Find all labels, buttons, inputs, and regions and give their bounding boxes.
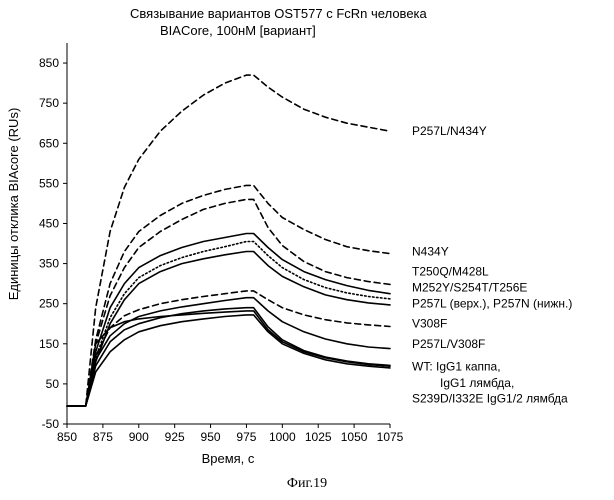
annotations-group: P257L/N434Y N434Y T250Q/M428L M252Y/S254T/T… (412, 124, 572, 405)
series-line (67, 75, 390, 406)
y-tick-label: 650 (39, 136, 59, 150)
y-tick-label: 450 (39, 216, 59, 230)
y-tick-label: 750 (39, 96, 59, 110)
series-annotation: T250Q/M428L (412, 265, 489, 279)
series-annotation: M252Y/S254T/T256E (412, 281, 527, 295)
axes: -50 50 150 250 350 450 550 650 750 850 850 875 900 92… (39, 43, 404, 444)
series-line (67, 185, 390, 406)
y-tick-label: -50 (42, 417, 60, 431)
x-tick-label: 875 (93, 430, 113, 444)
series-annotation: P257L/V308F (412, 337, 485, 351)
series-line (67, 308, 390, 406)
series-line (67, 252, 390, 407)
x-tick-label: 975 (236, 430, 256, 444)
series-annotation: S239D/I332E IgG1/2 лямбда (412, 391, 568, 405)
x-tick-label: 1000 (269, 430, 296, 444)
series-annotation: V308F (412, 317, 447, 331)
y-tick-label: 550 (39, 176, 59, 190)
x-tick-label: 1075 (377, 430, 404, 444)
x-tick-label: 900 (129, 430, 149, 444)
series-line (67, 234, 390, 407)
series-annotation: P257L (верх.), P257N (нижн.) (412, 297, 572, 311)
y-tick-label: 50 (46, 377, 60, 391)
y-tick-label: 850 (39, 56, 59, 70)
x-tick-label: 1050 (341, 430, 368, 444)
series-annotation: P257L/N434Y (412, 124, 487, 138)
x-tick-label: 850 (57, 430, 77, 444)
x-tick-label: 925 (165, 430, 185, 444)
x-tick-label: 950 (201, 430, 221, 444)
x-axis-label: Время, с (202, 451, 255, 466)
figure-caption: Фиг.19 (0, 476, 614, 492)
series-line (67, 311, 390, 406)
y-tick-label: 350 (39, 257, 59, 271)
y-axis-label: Единицы отклика BIAcore (RUs) (6, 108, 21, 301)
series-annotation: WT: IgG1 каппа, (412, 360, 501, 374)
y-tick-label: 150 (39, 337, 59, 351)
series-annotation: N434Y (412, 245, 449, 259)
series-line (67, 242, 390, 407)
series-group (67, 75, 390, 406)
y-tick-label: 250 (39, 297, 59, 311)
series-line (67, 199, 390, 406)
x-tick-label: 1025 (305, 430, 332, 444)
series-annotation: IgG1 лямбда, (440, 376, 514, 390)
